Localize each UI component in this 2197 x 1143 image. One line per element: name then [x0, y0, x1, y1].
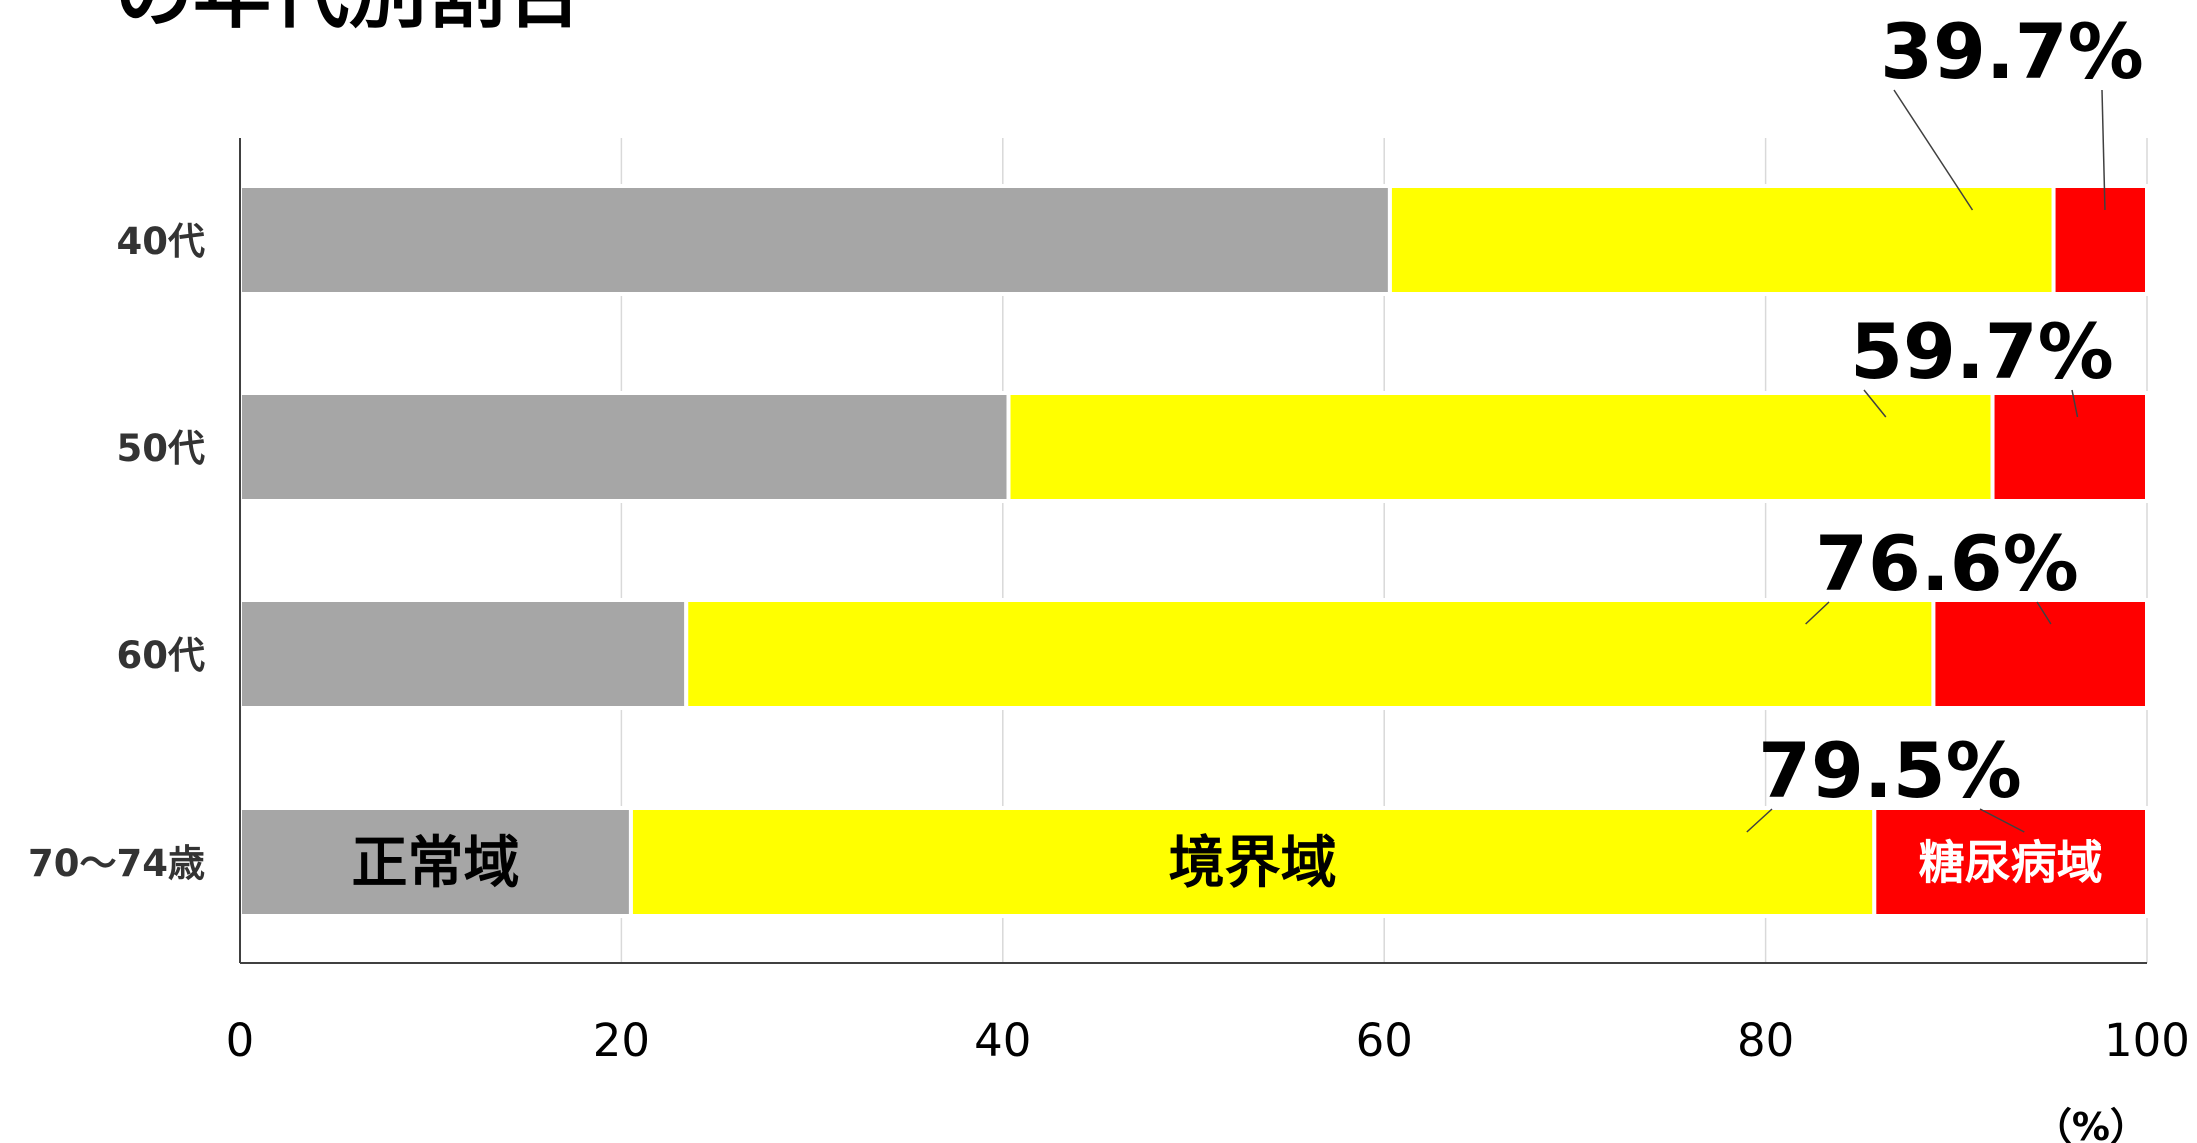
leader-line [1979, 808, 2025, 833]
bar-segment [1931, 598, 2150, 710]
x-tick-label: 0 [226, 1014, 255, 1067]
unit-label: （%） [2034, 1105, 2148, 1143]
bar-segment [1387, 184, 2056, 296]
bar-segment [1872, 806, 2149, 918]
bar-segment [1990, 391, 2149, 503]
x-tick-label: 100 [2104, 1014, 2190, 1067]
bar-segment [238, 184, 1392, 296]
total-percent-label: 79.5% [1758, 726, 2022, 815]
bar-segment [238, 598, 689, 710]
category-label: 70〜74歳 [28, 842, 205, 885]
bar-segment [1006, 391, 1995, 503]
leader-line [1863, 389, 1887, 418]
bar-segment [238, 391, 1011, 503]
x-tick-label: 40 [974, 1014, 1031, 1067]
total-percent-label: 39.7% [1880, 7, 2144, 96]
x-tick-label: 60 [1356, 1014, 1413, 1067]
leader-line [2101, 89, 2106, 211]
series-label: 境界域 [1169, 831, 1337, 896]
bar-segment [2051, 184, 2149, 296]
bar-segment [628, 806, 1877, 918]
leader-line [1746, 808, 1773, 833]
leader-line [1805, 601, 1830, 625]
leader-line [2071, 389, 2079, 418]
total-percent-label: 59.7% [1850, 307, 2114, 396]
total-percent-label: 76.6% [1815, 519, 2079, 608]
chart-title-fragment: の年代別割合 [115, 0, 583, 39]
series-label: 正常域 [351, 831, 519, 896]
x-tick-label: 20 [593, 1014, 650, 1067]
bar-segment [684, 598, 1936, 710]
leader-line [1893, 89, 1974, 211]
x-tick-label: 80 [1737, 1014, 1794, 1067]
series-label: 糖尿病域 [1919, 836, 2103, 890]
leader-line [2036, 601, 2052, 625]
category-label: 50代 [117, 427, 206, 470]
bar-segment [238, 806, 633, 918]
category-label: 40代 [117, 220, 206, 263]
category-label: 60代 [117, 634, 206, 677]
